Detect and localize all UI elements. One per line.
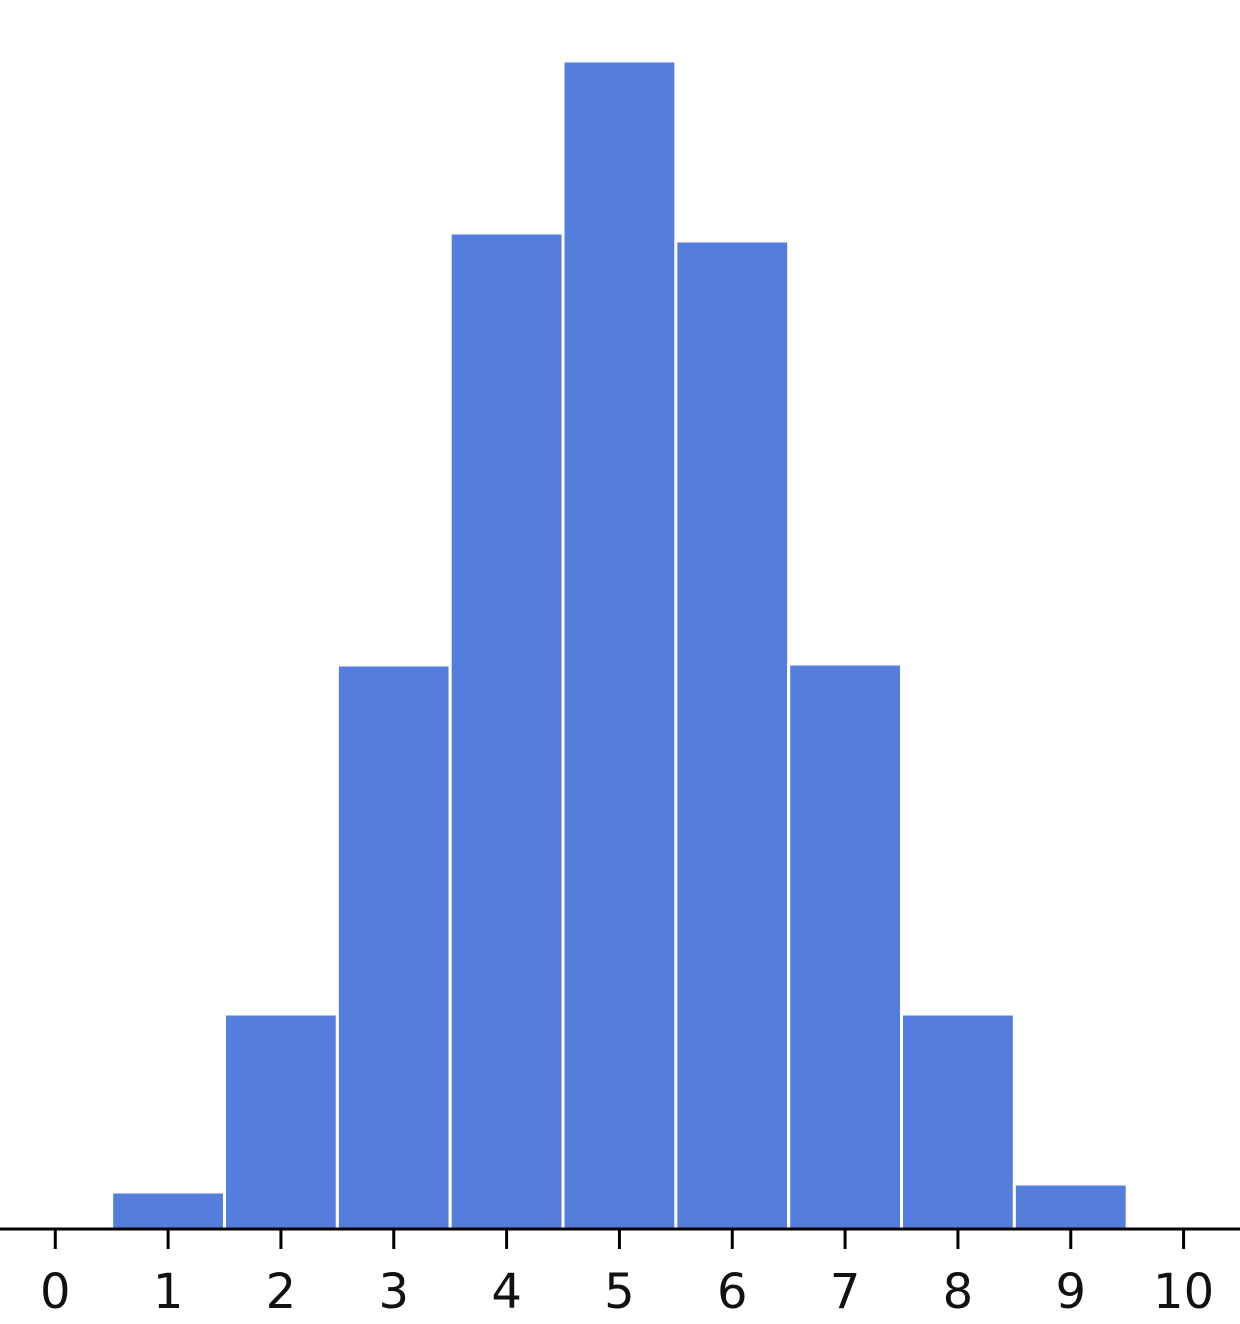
x-tick-label: 2: [266, 1264, 297, 1320]
bar: [335, 663, 452, 1231]
bar: [1012, 1182, 1129, 1231]
bar: [561, 59, 678, 1231]
x-tick-label: 3: [379, 1264, 410, 1320]
x-tick-label: 10: [1153, 1264, 1214, 1320]
x-tick-label: 5: [604, 1264, 635, 1320]
x-tick-label: 1: [153, 1264, 184, 1320]
x-tick-label: 0: [40, 1264, 71, 1320]
bar: [223, 1012, 339, 1231]
x-tick-label: 4: [491, 1264, 522, 1320]
x-tick-label: 7: [830, 1264, 861, 1320]
x-tick-label: 8: [943, 1264, 974, 1320]
bar: [448, 231, 565, 1231]
x-tick-label: 9: [1055, 1264, 1086, 1320]
x-tick-label: 6: [717, 1264, 748, 1320]
bar: [900, 1012, 1016, 1231]
bar: [674, 239, 791, 1231]
bar: [787, 662, 904, 1231]
bar: [110, 1190, 227, 1231]
